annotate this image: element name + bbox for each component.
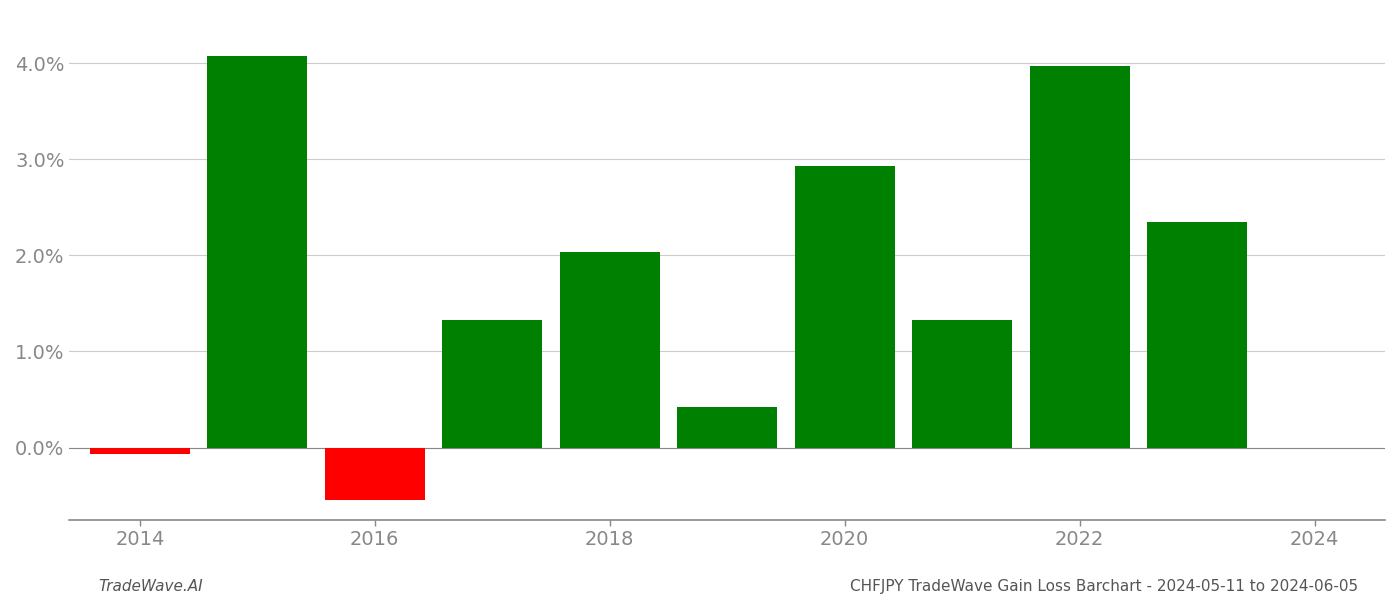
Bar	[325, 448, 424, 500]
Bar	[207, 56, 307, 448]
Bar	[913, 320, 1012, 448]
Bar	[1029, 66, 1130, 448]
Bar	[678, 407, 777, 448]
Bar	[90, 448, 190, 454]
Text: TradeWave.AI: TradeWave.AI	[98, 579, 203, 594]
Bar	[560, 253, 659, 448]
Bar	[442, 320, 542, 448]
Bar	[1147, 221, 1247, 448]
Text: CHFJPY TradeWave Gain Loss Barchart - 2024-05-11 to 2024-06-05: CHFJPY TradeWave Gain Loss Barchart - 20…	[850, 579, 1358, 594]
Bar	[795, 166, 895, 448]
